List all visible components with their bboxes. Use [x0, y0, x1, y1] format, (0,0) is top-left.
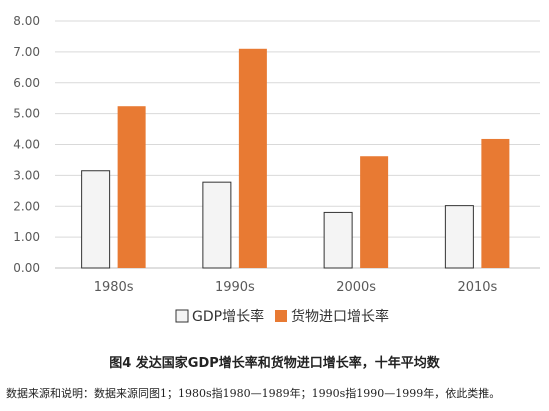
- legend: GDP增长率 货物进口增长率: [175, 308, 389, 325]
- x-category-label: 1990s: [215, 280, 255, 295]
- x-category-label: 2010s: [457, 280, 497, 295]
- legend-label-imports: 货物进口增长率: [291, 308, 389, 325]
- bar-imports-2000s: [360, 156, 389, 268]
- legend-label-gdp: GDP增长率: [192, 308, 264, 325]
- y-axis-ticks: 0.00 1.00 2.00 3.00 4.00 5.00 6.00 7.00 8.00: [13, 14, 40, 275]
- source-note: 数据来源和说明：数据来源同图1；1980s指1980—1989年；1990s指1…: [6, 387, 501, 400]
- figure-caption: 图4 发达国家GDP增长率和货物进口增长率，十年平均数: [109, 356, 440, 371]
- y-tick-label: 0.00: [13, 261, 40, 275]
- x-category-label: 1980s: [94, 280, 134, 295]
- bar-chart: 0.00 1.00 2.00 3.00 4.00 5.00 6.00 7.00 8.00 198…: [13, 14, 540, 325]
- y-tick-label: 5.00: [13, 107, 40, 121]
- y-tick-label: 4.00: [13, 138, 40, 152]
- y-tick-label: 8.00: [13, 14, 40, 28]
- y-tick-label: 3.00: [13, 168, 40, 182]
- y-tick-label: 6.00: [13, 76, 40, 90]
- bar-gdp-2000s: [323, 211, 353, 269]
- legend-swatch-imports: [275, 310, 287, 322]
- bar-imports-1990s: [238, 48, 267, 268]
- bar-gdp-1990s: [202, 181, 232, 269]
- y-tick-label: 7.00: [13, 45, 40, 59]
- bar-imports-1980s: [117, 106, 146, 268]
- bar-gdp-1980s: [81, 170, 111, 269]
- x-category-label: 2000s: [336, 280, 376, 295]
- y-tick-label: 2.00: [13, 199, 40, 213]
- x-axis-categories: 1980s 1990s 2000s 2010s: [94, 280, 498, 295]
- bars: [81, 48, 510, 269]
- legend-swatch-gdp: [175, 309, 189, 323]
- bar-imports-2010s: [481, 138, 510, 268]
- bar-gdp-2010s: [444, 205, 474, 269]
- y-tick-label: 1.00: [13, 230, 40, 244]
